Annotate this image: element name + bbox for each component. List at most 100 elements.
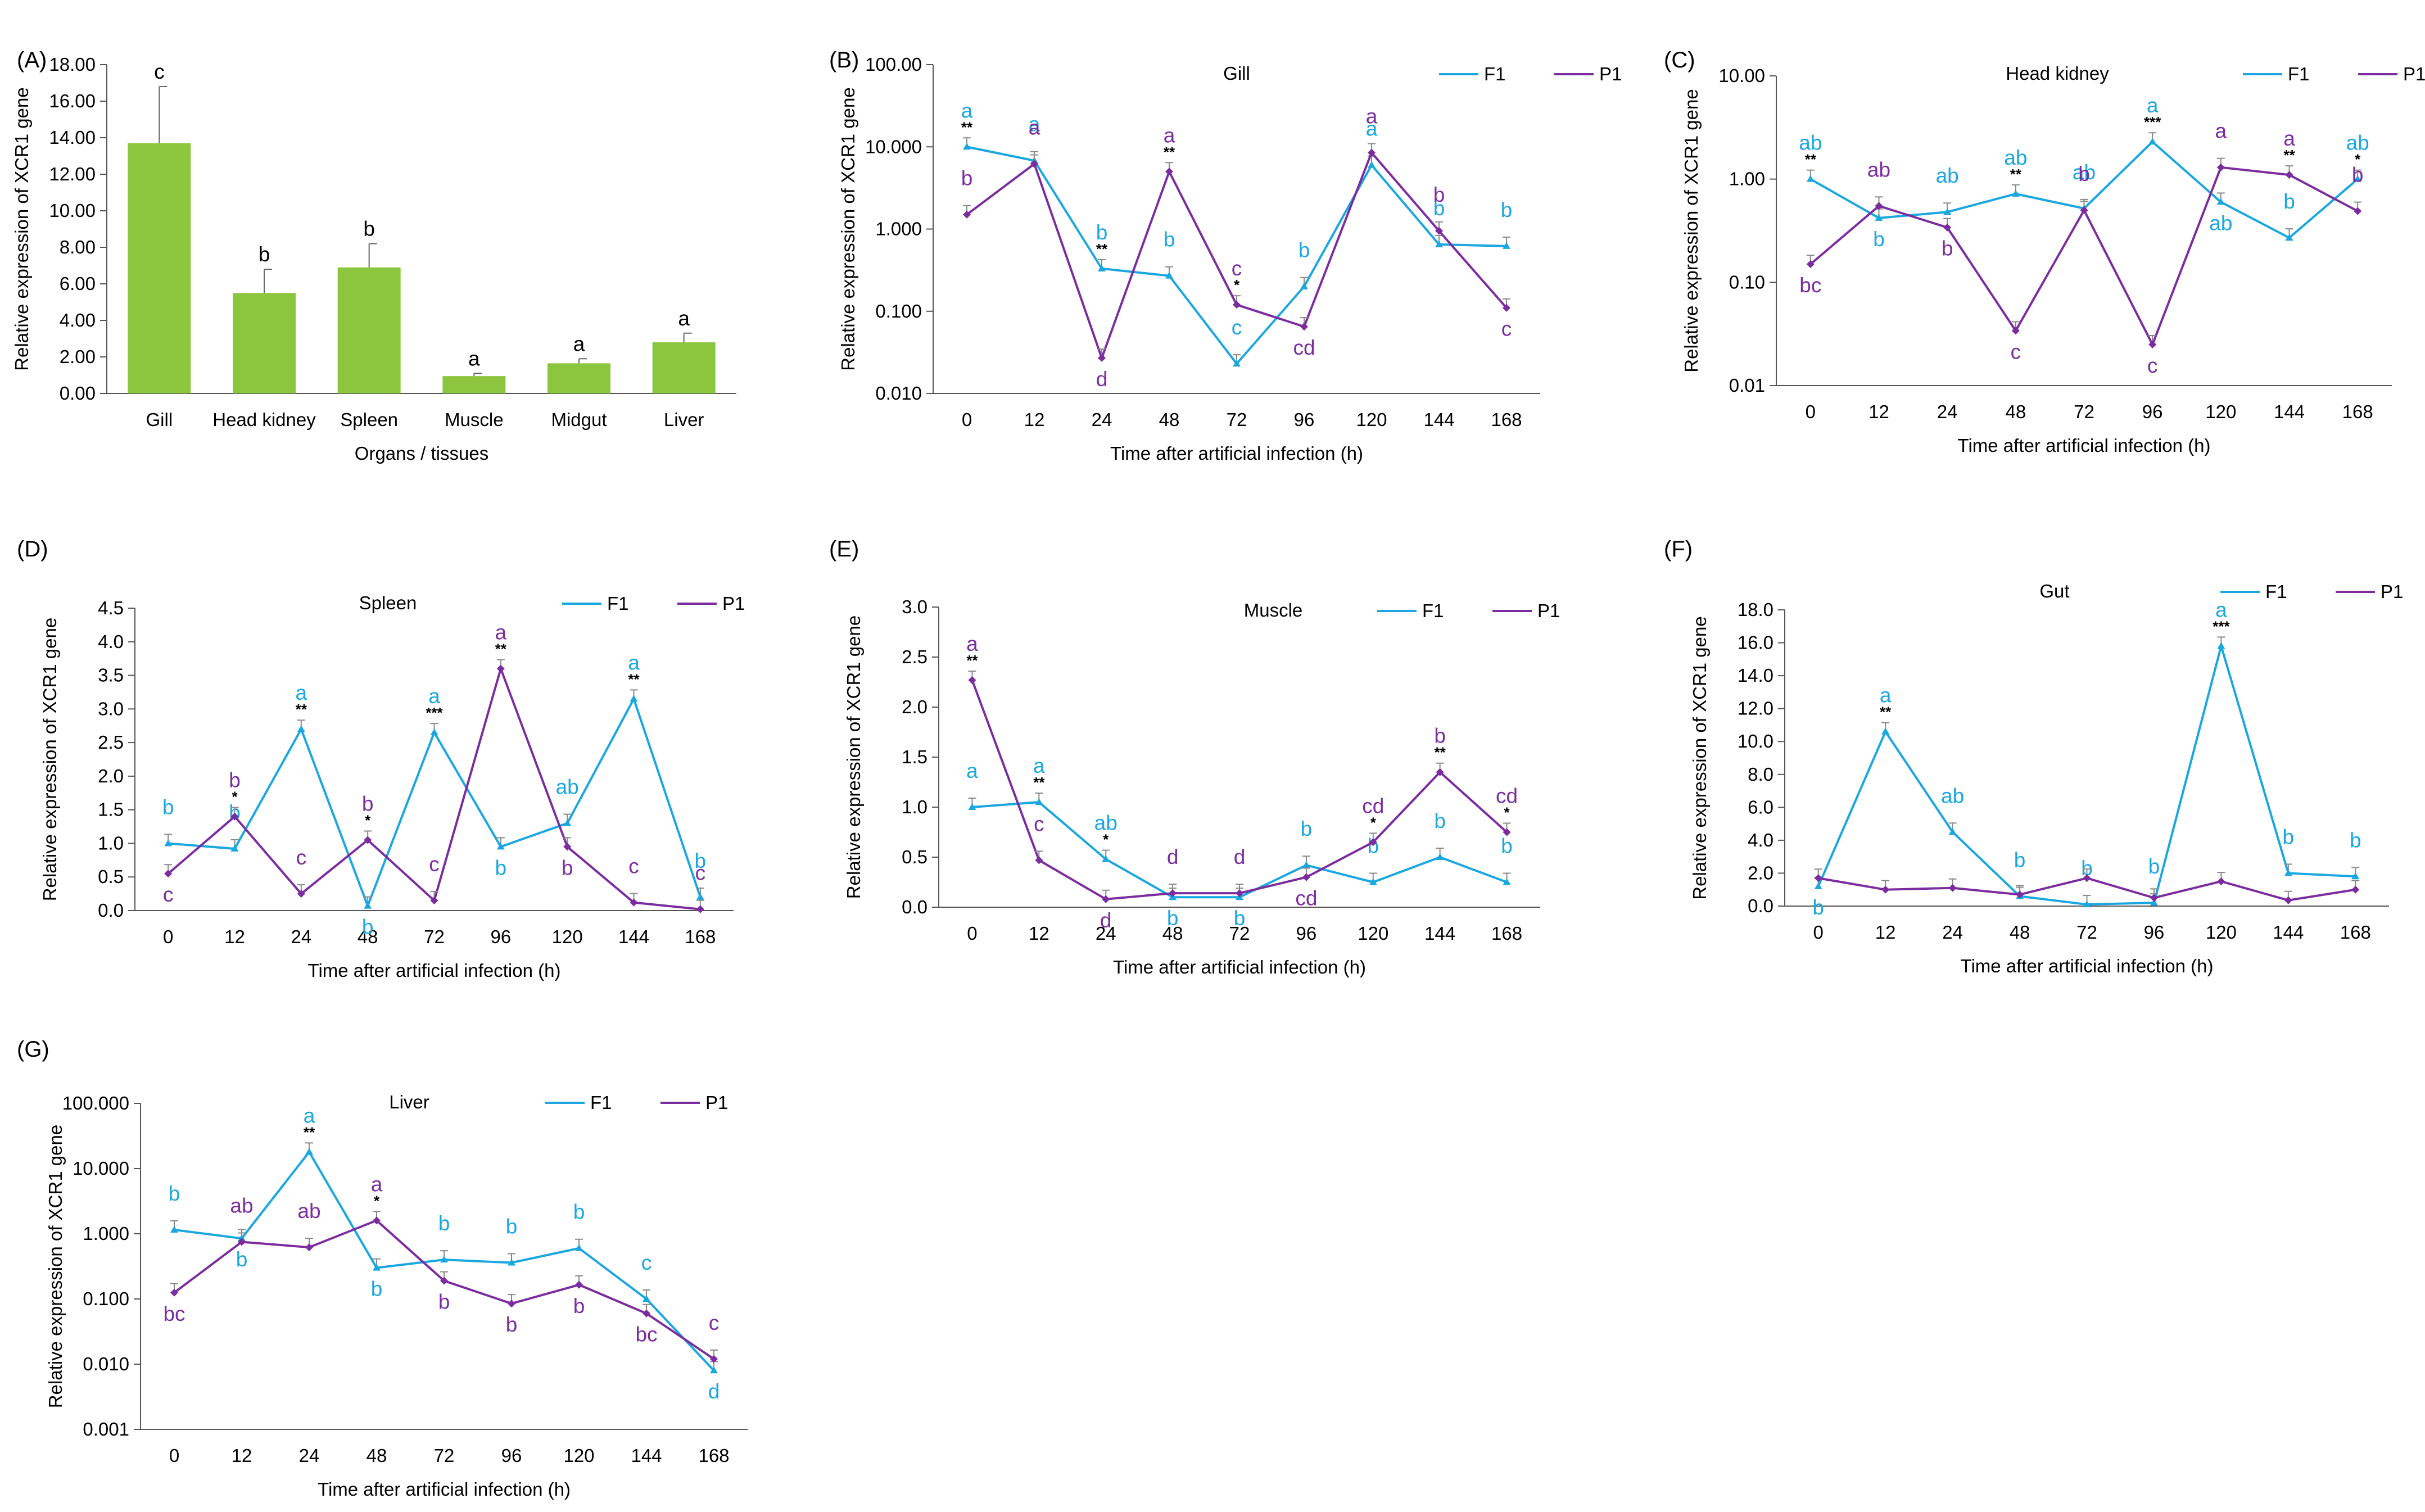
chart-title: Gut [2039,581,2069,601]
x-tick-label: 24 [1942,922,1963,943]
x-tick-label: 24 [291,926,311,947]
y-tick-label: 10.000 [73,1158,129,1179]
x-tick-label: 144 [2274,401,2305,422]
significance-stars: ** [966,652,978,669]
legend-label: P1 [1537,600,1560,621]
panel-label: (G) [17,1037,49,1062]
data-point [2011,327,2020,335]
data-point [1814,882,1822,889]
y-tick-label: 4.0 [98,631,124,652]
data-point [170,1225,178,1233]
x-tick-label: 0 [1806,401,1816,422]
significance-letter: ab [297,1199,320,1223]
x-tick-label: 24 [1096,923,1116,944]
legend-label: F1 [590,1092,612,1113]
data-point [1943,208,1952,215]
significance-letter: b [1434,809,1446,832]
y-tick-label: 16.0 [1738,632,1773,653]
data-point [1875,202,1883,210]
chart-title: Head kidney [2006,63,2109,84]
data-point [1030,160,1038,168]
significance-letter: a [296,681,307,704]
significance-letter: a [1880,684,1892,707]
significance-letter: b [259,243,270,266]
data-point [1948,828,1957,835]
significance-letter: b [1501,198,1513,221]
significance-letter: c [429,853,440,876]
data-point [630,898,638,907]
significance-letter: c [641,1251,652,1274]
x-axis-label: Time after artificial infection (h) [318,1479,571,1500]
legend-label: P1 [705,1092,728,1113]
significance-letter: c [1232,257,1242,280]
significance-letter: b [363,218,375,241]
significance-stars: * [1370,814,1377,831]
significance-letter: a [495,621,507,644]
y-tick-label: 0.5 [98,866,124,887]
x-tick-label: 96 [490,926,511,947]
significance-stars: ** [961,119,973,135]
y-tick-label: 1.00 [1729,169,1765,189]
significance-letter: bc [1799,274,1821,297]
significance-letter: a [1029,116,1040,139]
significance-letter: d [1234,845,1246,868]
y-tick-label: 4.00 [60,310,96,331]
data-point [1814,874,1822,882]
significance-letter: b [1299,239,1310,262]
y-tick-label: 12.00 [49,164,96,184]
chart-panel-a: 0.00 2.00 4.00 6.00 8.00 10.00 12.00 14.00 16.00… [11,48,736,464]
x-axis-label: Time after artificial infection (h) [1113,957,1366,977]
chart-title: Muscle [1244,600,1303,621]
significance-letter: b [1096,221,1108,244]
significance-letter: b [573,1201,585,1224]
x-axis-label: Organs / tissues [355,443,488,464]
x-tick-label: 96 [2144,922,2165,943]
significance-letter: b [2283,825,2295,848]
x-tick-label: 168 [1491,923,1522,944]
data-point [1881,727,1890,735]
x-tick-label: 168 [2342,401,2373,422]
significance-letter: b [1812,896,1824,919]
significance-letter: b [2352,164,2364,187]
y-tick-label: 0.100 [875,301,922,322]
y-axis-label: Relative expression of XCR1 gene [843,615,864,899]
data-point [508,1259,515,1266]
y-axis-label: Relative expression of XCR1 gene [838,87,858,370]
significance-letter: ab [2004,146,2027,169]
significance-stars: *** [426,704,443,721]
significance-letter: c [1034,812,1044,835]
x-tick-label: 72 [1229,923,1250,944]
x-tick-label: 48 [2010,922,2030,943]
significance-stars: ** [1805,151,1817,168]
series-line-f1 [1809,140,2359,239]
y-tick-label: 0.10 [1729,271,1765,292]
significance-letter: b [2148,855,2160,878]
significance-letter: b [169,1182,180,1205]
y-tick-label: 0.100 [83,1288,129,1309]
data-point [2351,872,2360,880]
significance-letter: b [1164,228,1175,251]
significance-letter: b [2078,162,2090,185]
significance-letter: b [236,1248,248,1271]
x-tick-label: 144 [2273,922,2304,943]
x-tick-label: 120 [552,926,583,947]
y-tick-label: 2.5 [902,646,928,667]
significance-letter: b [1501,835,1513,858]
x-tick-label: Spleen [340,409,398,430]
x-tick-label: 12 [1868,401,1889,422]
x-tick-label: 0 [1813,922,1824,943]
significance-letter: b [1234,907,1246,930]
data-point [643,1295,650,1302]
significance-letter: b [1433,183,1445,206]
y-tick-label: 10.000 [865,136,922,157]
significance-stars: ** [296,701,307,718]
significance-stars: ** [1164,143,1175,160]
y-tick-label: 1.0 [902,796,928,817]
y-tick-label: 12.0 [1738,698,1773,719]
panel-label: (B) [829,48,859,73]
data-point [1236,889,1243,898]
x-tick-label: 72 [2074,401,2094,422]
data-point [968,676,976,684]
panel-label: (F) [1664,537,1693,562]
